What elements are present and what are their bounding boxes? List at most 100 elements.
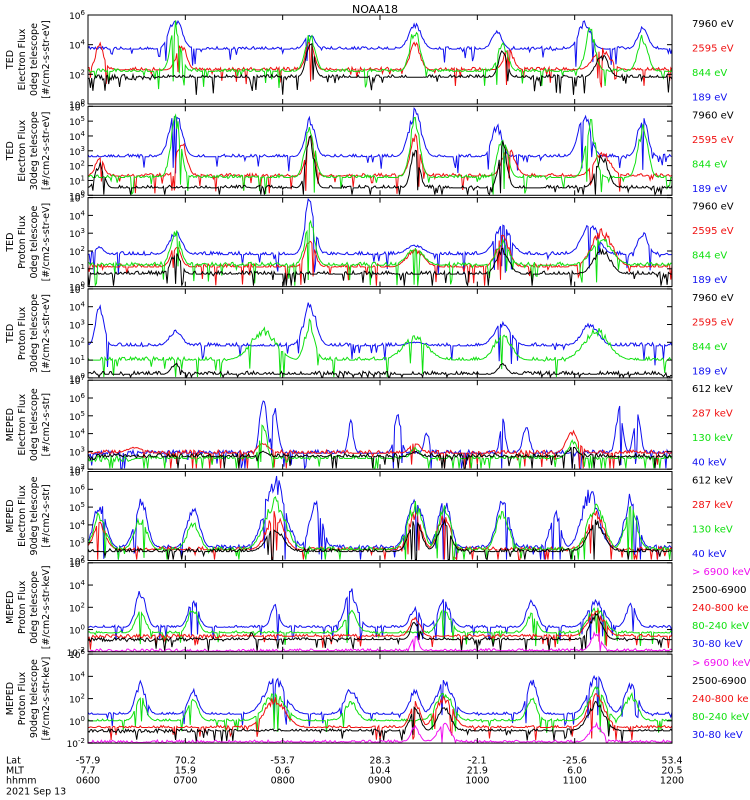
- y-tick-label: 104: [69, 519, 85, 532]
- y-tick-label: 101: [69, 174, 85, 187]
- footer-mlt: 21.9: [467, 765, 488, 776]
- series-green-line: [87, 424, 673, 469]
- y-tick-label: 102: [69, 601, 85, 614]
- y-tick-base: 10: [69, 101, 81, 111]
- y-tick-label: 10-2: [67, 646, 85, 659]
- y-tick-exponent: 2: [81, 160, 85, 168]
- y-tick-exponent: 5: [81, 501, 85, 509]
- series-blue-line: [87, 674, 673, 727]
- y-axis-label: 0deg telescope: [29, 206, 40, 279]
- y-tick-base: 10: [69, 192, 81, 202]
- series-green-line: [87, 20, 673, 90]
- y-tick-exponent: 3: [81, 537, 85, 545]
- y-tick-label: 10-2: [67, 737, 85, 750]
- y-tick-label: 100: [69, 372, 85, 385]
- y-tick-exponent: 3: [81, 227, 85, 235]
- footer-mlt: 10.4: [369, 765, 390, 776]
- y-tick-exponent: 4: [81, 301, 86, 309]
- y-tick-base: 10: [69, 266, 81, 276]
- footer-lat: -53.7: [270, 755, 295, 766]
- series-black-line: [87, 43, 673, 95]
- y-tick-base: 10: [69, 466, 81, 476]
- y-tick-label: 102: [69, 245, 85, 258]
- y-axis-label: Electron Flux: [17, 393, 28, 455]
- series-blue-line: [87, 19, 673, 67]
- chart-title: NOAA18: [352, 3, 398, 16]
- series-black-line: [87, 700, 673, 743]
- y-tick-exponent: 3: [81, 145, 85, 153]
- y-tick-base: 10: [69, 357, 81, 367]
- y-tick-label: 104: [69, 209, 85, 222]
- y-tick-base: 10: [69, 486, 81, 496]
- y-tick-exponent: 6: [81, 9, 86, 17]
- y-axis-label: [#/cm2-s-str-keV]: [41, 565, 52, 649]
- series-blue-line: [87, 302, 673, 368]
- legend-entry: 844 eV: [692, 342, 727, 353]
- legend-entry: 189 eV: [692, 184, 727, 195]
- y-tick-exponent: 5: [81, 410, 85, 418]
- y-tick-label: 106: [69, 392, 85, 405]
- y-tick-exponent: 2: [81, 463, 85, 471]
- y-tick-exponent: 4: [81, 579, 86, 587]
- series-black-line: [87, 518, 673, 561]
- series-blue-line: [87, 588, 673, 641]
- legend-entry: 2595 eV: [692, 44, 734, 55]
- series-red-line: [87, 228, 673, 286]
- y-tick-label: 103: [69, 227, 85, 240]
- y-axis-label: 0deg telescope: [29, 23, 40, 96]
- y-tick-exponent: 5: [81, 283, 85, 291]
- legend-entry: 7960 eV: [692, 293, 734, 304]
- y-tick-exponent: 0: [81, 98, 85, 106]
- y-axis-label: 90deg telescope: [29, 476, 40, 555]
- y-axis-label: MEPED: [5, 591, 16, 624]
- y-tick-label: 104: [69, 130, 85, 143]
- legend-entry: 30-80 keV: [692, 639, 743, 650]
- y-tick-exponent: 1: [81, 354, 85, 362]
- y-tick-exponent: 2: [81, 693, 85, 701]
- y-tick-base: 10: [67, 649, 79, 659]
- y-tick-exponent: 0: [81, 715, 85, 723]
- y-tick-label: 102: [69, 463, 85, 476]
- y-tick-base: 10: [69, 696, 81, 706]
- y-axis-label: [#/cm2-s-str-eV]: [41, 203, 52, 282]
- y-axis-label: TED: [5, 324, 16, 344]
- y-tick-label: 100: [69, 98, 85, 111]
- y-axis-label: Proton Flux: [17, 306, 28, 360]
- legend-entry: 30-80 keV: [692, 730, 743, 741]
- y-axis-label: [#/cm2-s-str-eV]: [41, 294, 52, 373]
- y-tick-base: 10: [69, 540, 81, 550]
- y-tick-base: 10: [69, 604, 81, 614]
- legend-entry: 2500-6900: [692, 676, 747, 687]
- series-black-line: [87, 247, 672, 286]
- y-tick-exponent: 6: [81, 392, 86, 400]
- footer-hhmm: 1100: [563, 775, 587, 786]
- y-tick-exponent: 7: [81, 466, 85, 474]
- series-green-line: [87, 113, 673, 196]
- legend-entry: 612 keV: [692, 384, 733, 395]
- y-tick-base: 10: [69, 558, 81, 568]
- y-axis-label: [#/cm2-s-str]: [41, 484, 52, 547]
- y-tick-base: 10: [69, 582, 81, 592]
- legend-entry: > 6900 keV: [692, 567, 750, 578]
- legend-entry: 844 eV: [692, 159, 727, 170]
- date-label: 2021 Sep 13: [6, 786, 66, 797]
- y-tick-base: 10: [69, 212, 81, 222]
- y-tick-base: 10: [69, 286, 81, 296]
- series-black-line: [87, 612, 672, 652]
- legend-entry: 80-240 keV: [692, 621, 749, 632]
- y-tick-exponent: 2: [81, 336, 85, 344]
- footer-mlt: 15.9: [175, 765, 196, 776]
- y-tick-label: 106: [69, 100, 85, 113]
- y-tick-exponent: 0: [81, 624, 85, 632]
- y-tick-exponent: 0: [81, 189, 85, 197]
- series-red-line: [87, 429, 673, 469]
- series-green-line: [87, 607, 673, 647]
- legend-entry: 130 keV: [692, 525, 733, 536]
- y-tick-base: 10: [67, 740, 79, 750]
- y-tick-base: 10: [69, 375, 81, 385]
